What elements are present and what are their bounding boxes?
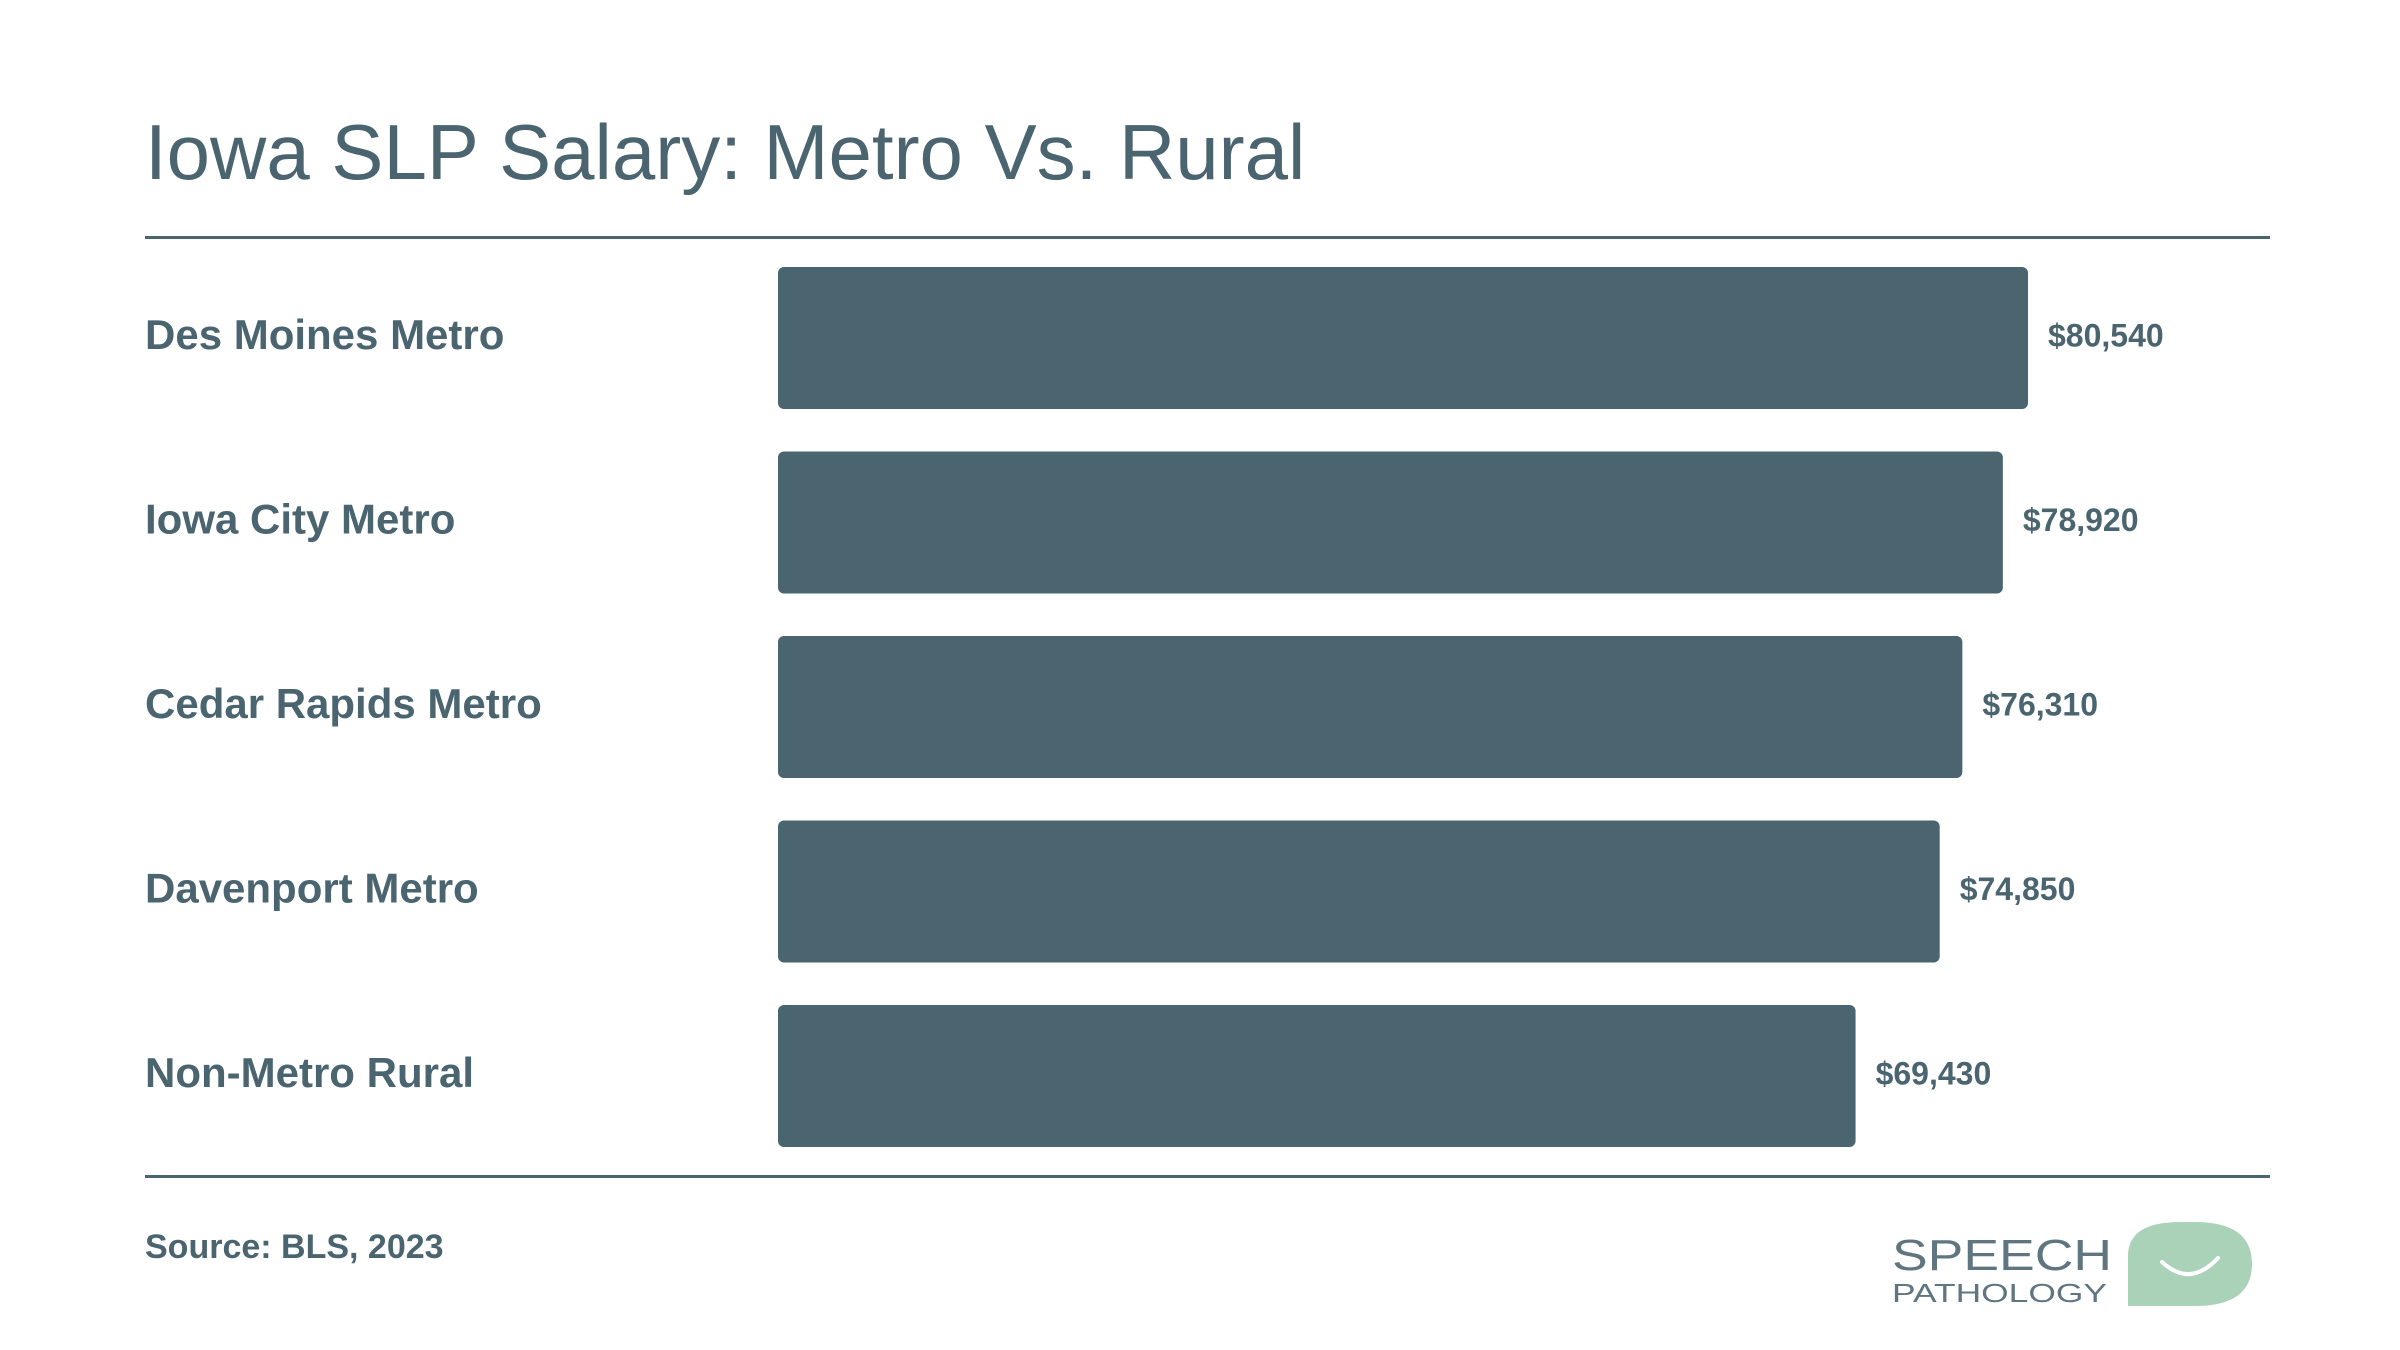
bar <box>778 1005 1856 1147</box>
chart-title: Iowa SLP Salary: Metro Vs. Rural <box>145 108 1306 196</box>
category-label: Cedar Rapids Metro <box>145 680 542 727</box>
speech-bubble-smile-icon <box>2128 1222 2252 1306</box>
bar <box>778 636 1963 778</box>
speech-pathology-logo: SPEECH PATHOLOGY <box>1892 1222 2252 1308</box>
category-label: Iowa City Metro <box>145 496 455 543</box>
logo-text-speech: SPEECH <box>1892 1231 2112 1280</box>
bottom-divider <box>145 1175 2270 1178</box>
bar <box>778 267 2028 409</box>
category-label: Davenport Metro <box>145 865 479 912</box>
bar <box>778 820 1940 963</box>
value-label: $80,540 <box>2048 317 2164 353</box>
logo-text-pathology: PATHOLOGY <box>1892 1278 2107 1308</box>
value-label: $78,920 <box>2023 502 2139 538</box>
source-note: Source: BLS, 2023 <box>145 1228 444 1266</box>
value-label: $76,310 <box>1982 686 2098 722</box>
category-label: Des Moines Metro <box>145 311 504 358</box>
value-label: $74,850 <box>1960 871 2076 907</box>
value-label: $69,430 <box>1876 1055 1992 1091</box>
bar <box>778 451 2003 594</box>
category-label: Non-Metro Rural <box>145 1049 474 1096</box>
top-divider <box>145 236 2270 239</box>
